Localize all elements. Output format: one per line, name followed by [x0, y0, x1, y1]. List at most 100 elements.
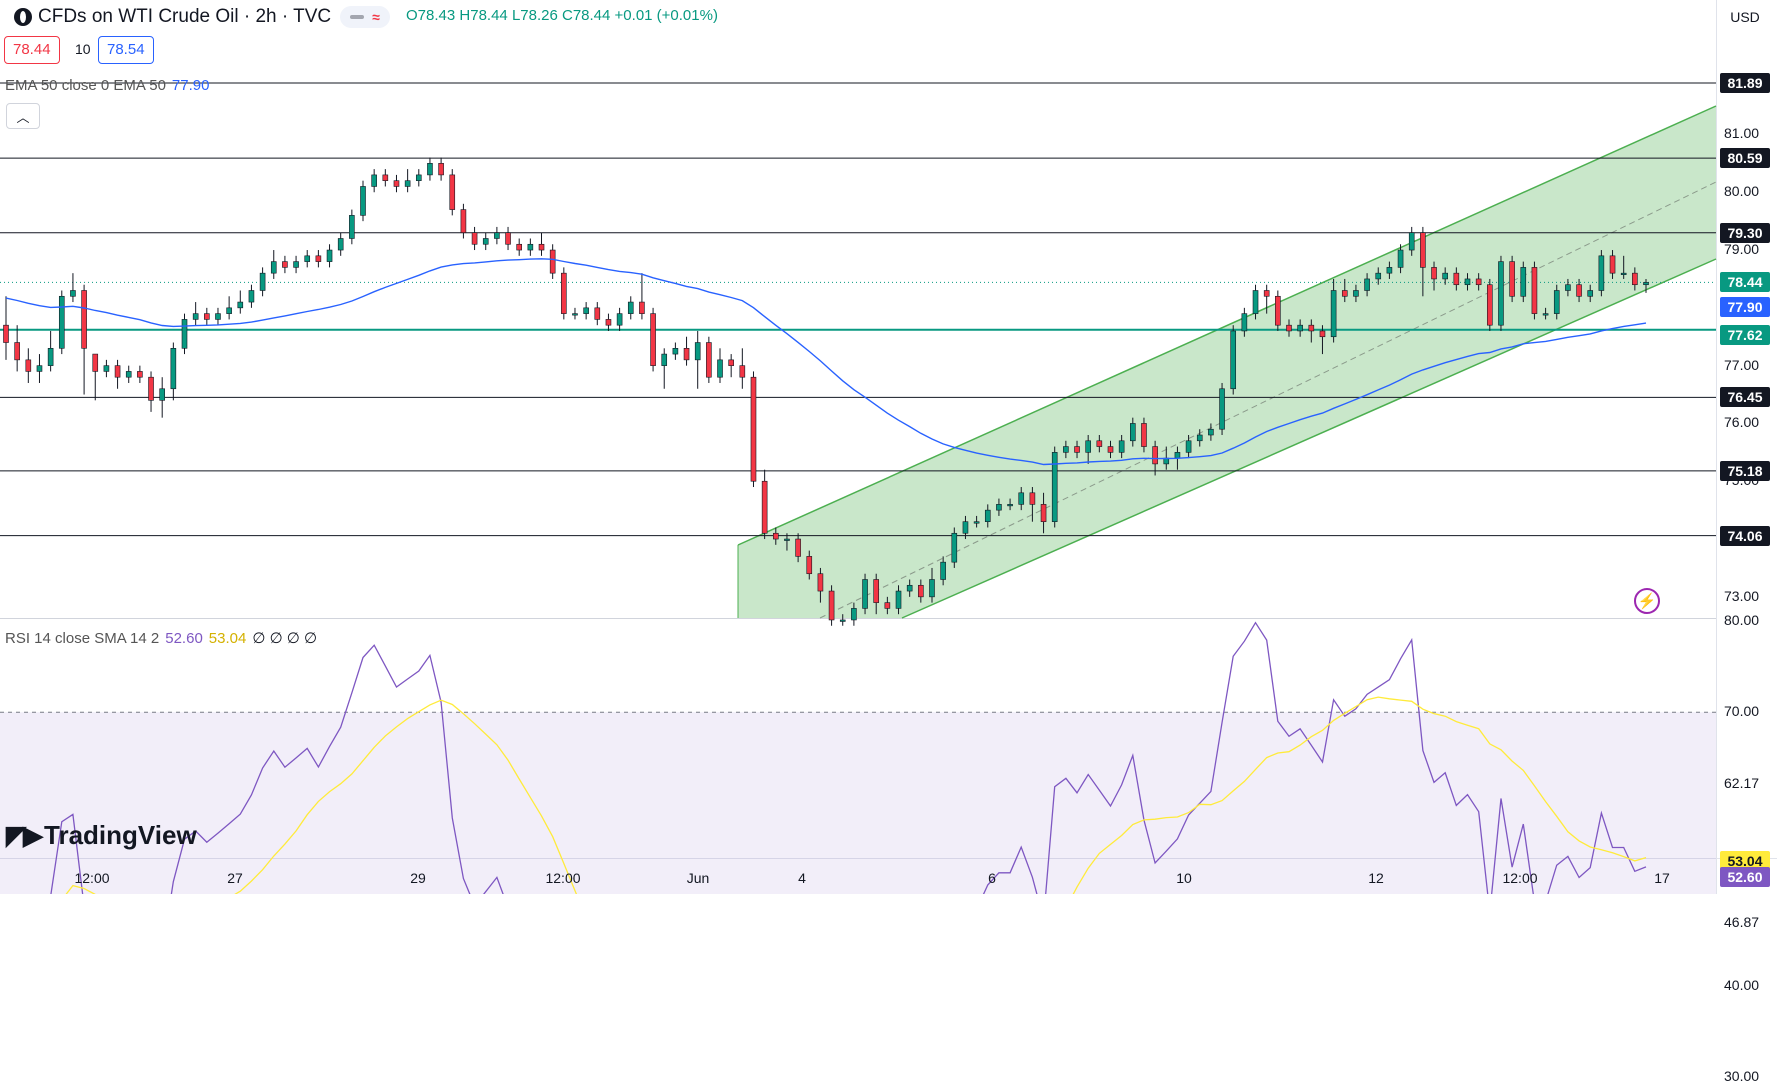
candle — [1063, 440, 1069, 459]
candle — [1051, 446, 1058, 528]
chart-canvas[interactable] — [0, 0, 1777, 894]
candle — [1263, 284, 1270, 314]
candle-body — [360, 186, 366, 216]
candle — [1609, 250, 1616, 279]
candle — [1029, 487, 1036, 522]
currency-selector[interactable]: USD — [1730, 9, 1760, 25]
sell-button[interactable]: 78.44 — [4, 36, 60, 64]
chart-mode-toggle[interactable]: ≈ — [340, 6, 390, 28]
candle — [25, 348, 32, 383]
candle-body — [639, 301, 645, 314]
candle — [1364, 273, 1370, 297]
time-axis-label: 12 — [1368, 870, 1384, 886]
candle-body — [817, 573, 824, 592]
candle-body — [650, 313, 656, 366]
collapse-legend-button[interactable]: ︿ — [6, 103, 40, 129]
candle — [772, 527, 779, 545]
candle-body — [1520, 267, 1527, 297]
candle — [282, 255, 288, 274]
candle — [962, 515, 969, 540]
ema-legend[interactable]: EMA 50 close 0 EMA 50 77.90 — [5, 77, 209, 94]
channel-lower-line — [901, 258, 1717, 619]
candle — [862, 573, 868, 615]
candle — [114, 359, 121, 389]
price-level-tag: 76.45 — [1720, 387, 1770, 408]
ema-legend-label: EMA 50 close 0 EMA 50 — [5, 77, 166, 94]
candle-body — [772, 532, 779, 540]
candle — [650, 307, 656, 372]
candle-body — [1230, 330, 1237, 390]
candle-body — [1375, 272, 1382, 280]
candle — [538, 232, 545, 256]
candle — [1431, 261, 1437, 291]
candle — [1442, 267, 1448, 285]
candle — [1208, 423, 1214, 441]
candle-body — [895, 590, 902, 609]
candle-body — [918, 584, 924, 598]
candle-body — [148, 376, 154, 401]
candle-body — [951, 532, 958, 563]
rsi-legend-label: RSI 14 close SMA 14 2 — [5, 630, 160, 647]
low-value: L78.26 — [511, 7, 558, 24]
candle — [661, 348, 668, 389]
candle-body — [25, 359, 32, 372]
candle-body — [527, 243, 534, 251]
candle-body — [438, 163, 444, 176]
candle-body — [1096, 440, 1103, 447]
candle — [192, 302, 199, 326]
candle — [1632, 267, 1638, 291]
candle — [1487, 278, 1493, 331]
candle — [482, 232, 489, 251]
candle-body — [929, 579, 935, 598]
price-level-tag: 75.18 — [1720, 460, 1770, 481]
candle — [1219, 382, 1225, 436]
candle-body — [192, 313, 199, 320]
candle — [1130, 417, 1136, 447]
candle-body — [449, 174, 456, 210]
symbol-logo-icon — [14, 8, 32, 26]
price-axis-tick: 79.00 — [1724, 241, 1760, 258]
candle-body — [1509, 261, 1515, 297]
candle — [717, 348, 723, 383]
candle-body — [862, 579, 868, 609]
candle-body — [1152, 446, 1158, 465]
candle-body — [884, 602, 891, 609]
rsi-legend-extra: ∅ ∅ ∅ ∅ — [252, 630, 318, 647]
candle-body — [973, 521, 980, 524]
candle-body — [204, 313, 210, 320]
candle — [81, 284, 87, 395]
candle — [1643, 278, 1649, 293]
candle-body — [1029, 492, 1036, 505]
candle-body — [538, 243, 545, 251]
candle-body — [92, 353, 99, 372]
time-axis-label: 4 — [798, 870, 806, 886]
candle-body — [1208, 428, 1214, 436]
rsi-legend[interactable]: RSI 14 close SMA 14 2 52.60 53.04 ∅ ∅ ∅ ∅ — [5, 629, 317, 647]
candle-body — [404, 180, 411, 187]
symbol-title[interactable]: CFDs on WTI Crude Oil · 2h · TVC — [14, 6, 331, 28]
candle-body — [549, 249, 556, 274]
candle-body — [605, 319, 612, 326]
candle-body — [1107, 446, 1114, 453]
price-axis-tick: 81.00 — [1724, 125, 1760, 142]
price-level-tag: 81.89 — [1720, 73, 1770, 93]
lightning-icon[interactable]: ⚡ — [1634, 588, 1660, 614]
buy-button[interactable]: 78.54 — [98, 36, 154, 64]
rsi-sma-legend-value: 53.04 — [208, 630, 247, 647]
candle — [215, 307, 221, 326]
candle — [1464, 273, 1471, 291]
candle — [1297, 319, 1303, 337]
candle-body — [137, 371, 143, 378]
candle-body — [1286, 324, 1292, 332]
candle — [561, 267, 567, 320]
candle — [1241, 307, 1248, 337]
candle — [1620, 255, 1627, 279]
candle — [583, 302, 589, 320]
candle-body — [1063, 446, 1069, 453]
candle — [237, 290, 244, 314]
change-value: +0.01 (+0.01%) — [614, 7, 718, 24]
candle-body — [1085, 440, 1091, 453]
candle-body — [728, 359, 734, 366]
candle — [1531, 261, 1538, 320]
candle — [851, 602, 857, 626]
